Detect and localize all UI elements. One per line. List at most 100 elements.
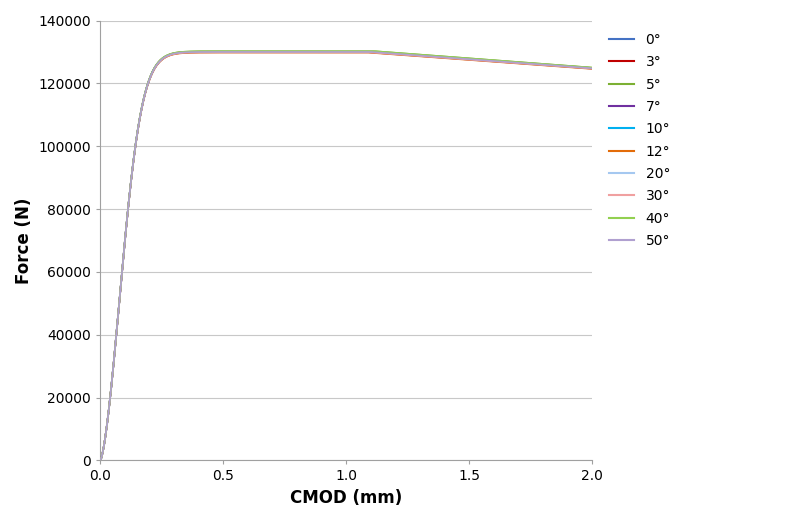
30° — [587, 65, 597, 72]
3° — [587, 65, 597, 71]
20° — [394, 51, 404, 57]
50° — [469, 56, 478, 63]
5° — [95, 457, 105, 464]
0° — [126, 184, 135, 190]
0° — [394, 51, 404, 57]
7° — [587, 65, 597, 72]
30° — [382, 51, 391, 57]
40° — [382, 49, 391, 55]
5° — [587, 65, 597, 71]
12° — [519, 61, 529, 67]
3° — [126, 184, 135, 190]
30° — [469, 57, 478, 63]
Y-axis label: Force (N): Force (N) — [15, 197, 33, 283]
3° — [95, 457, 105, 464]
40° — [95, 457, 105, 464]
X-axis label: CMOD (mm): CMOD (mm) — [290, 489, 402, 507]
30° — [95, 457, 105, 464]
12° — [469, 57, 478, 63]
Line: 40°: 40° — [100, 51, 592, 460]
10° — [95, 457, 105, 464]
5° — [382, 49, 391, 55]
30° — [346, 49, 356, 55]
7° — [346, 49, 356, 55]
10° — [410, 52, 419, 58]
10° — [394, 51, 404, 57]
30° — [519, 61, 529, 67]
7° — [95, 457, 105, 464]
3° — [410, 52, 419, 58]
30° — [410, 52, 419, 58]
50° — [519, 60, 529, 66]
5° — [519, 60, 529, 66]
12° — [95, 457, 105, 464]
0° — [95, 457, 105, 464]
Line: 3°: 3° — [100, 52, 592, 460]
10° — [469, 56, 478, 63]
5° — [394, 50, 404, 56]
Line: 10°: 10° — [100, 52, 592, 460]
12° — [126, 184, 135, 191]
10° — [346, 49, 356, 55]
40° — [346, 48, 356, 54]
Line: 30°: 30° — [100, 52, 592, 460]
12° — [587, 66, 597, 72]
0° — [382, 50, 391, 56]
10° — [519, 60, 529, 66]
40° — [587, 65, 597, 71]
3° — [394, 51, 404, 57]
5° — [410, 51, 419, 57]
12° — [394, 52, 404, 58]
0° — [587, 65, 597, 72]
50° — [382, 50, 391, 56]
30° — [126, 184, 135, 191]
20° — [382, 50, 391, 56]
7° — [519, 61, 529, 67]
50° — [95, 457, 105, 464]
40° — [519, 60, 529, 66]
7° — [410, 52, 419, 58]
3° — [519, 60, 529, 66]
0° — [346, 49, 356, 55]
50° — [346, 49, 356, 55]
40° — [410, 51, 419, 57]
7° — [469, 57, 478, 63]
Line: 12°: 12° — [100, 53, 592, 460]
7° — [126, 184, 135, 191]
3° — [382, 50, 391, 56]
12° — [382, 51, 391, 57]
0° — [519, 60, 529, 66]
7° — [394, 51, 404, 57]
Line: 5°: 5° — [100, 51, 592, 460]
40° — [469, 55, 478, 62]
20° — [410, 52, 419, 58]
40° — [126, 183, 135, 189]
50° — [587, 65, 597, 72]
20° — [346, 49, 356, 55]
12° — [410, 53, 419, 59]
3° — [469, 56, 478, 62]
12° — [346, 50, 356, 56]
0° — [410, 52, 419, 58]
Legend: 0°, 3°, 5°, 7°, 10°, 12°, 20°, 30°, 40°, 50°: 0°, 3°, 5°, 7°, 10°, 12°, 20°, 30°, 40°,… — [604, 28, 676, 254]
Line: 50°: 50° — [100, 52, 592, 460]
20° — [587, 65, 597, 71]
50° — [410, 52, 419, 58]
5° — [126, 183, 135, 189]
50° — [394, 51, 404, 57]
5° — [469, 55, 478, 62]
3° — [346, 49, 356, 55]
7° — [382, 51, 391, 57]
30° — [394, 51, 404, 57]
20° — [95, 457, 105, 464]
40° — [394, 50, 404, 56]
50° — [126, 184, 135, 190]
10° — [382, 50, 391, 56]
20° — [126, 184, 135, 190]
20° — [469, 56, 478, 62]
10° — [126, 184, 135, 190]
0° — [469, 56, 478, 63]
Line: 0°: 0° — [100, 52, 592, 460]
5° — [346, 48, 356, 54]
20° — [519, 60, 529, 66]
